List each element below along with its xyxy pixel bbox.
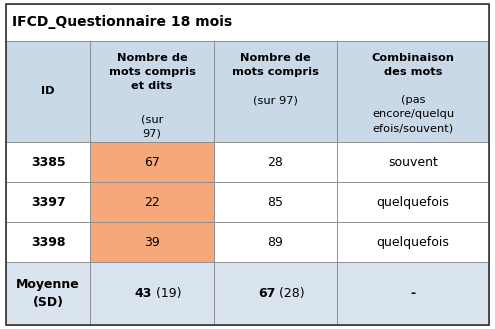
Bar [337,263,489,325]
Text: 67: 67 [144,156,160,168]
Text: Nombre de
mots compris: Nombre de mots compris [232,53,319,77]
Text: 39: 39 [144,236,160,249]
Text: 3398: 3398 [31,236,65,249]
Text: ID: ID [42,87,55,96]
Bar [91,41,214,142]
Text: souvent: souvent [388,156,438,168]
Bar [214,41,337,142]
Bar [337,142,489,182]
Text: 85: 85 [267,196,283,209]
Bar [91,263,214,325]
Text: quelquefois: quelquefois [377,236,449,249]
Text: 89: 89 [267,236,283,249]
Text: -: - [410,287,415,300]
Bar [337,222,489,263]
Text: Combinaison
des mots: Combinaison des mots [371,53,454,77]
Bar [91,142,214,182]
Bar [6,142,91,182]
Bar [91,182,214,222]
Text: (pas
encore/quelqu
efois/souvent): (pas encore/quelqu efois/souvent) [372,95,454,133]
Text: Nombre de
mots compris
et dits: Nombre de mots compris et dits [108,53,196,90]
Text: IFCD_Questionnaire 18 mois: IFCD_Questionnaire 18 mois [12,15,232,29]
Bar [6,182,91,222]
Bar [214,263,337,325]
Bar [214,222,337,263]
Bar [6,222,91,263]
Bar [214,182,337,222]
Text: 28: 28 [267,156,283,168]
Text: 3397: 3397 [31,196,65,209]
Text: (sur 97): (sur 97) [253,95,297,105]
Bar [214,142,337,182]
Text: (19): (19) [152,287,182,300]
Bar [337,41,489,142]
Bar [337,182,489,222]
Text: 3385: 3385 [31,156,65,168]
Text: 43: 43 [135,287,152,300]
Bar [6,4,489,41]
Text: (sur
97): (sur 97) [141,115,163,139]
Text: 22: 22 [144,196,160,209]
Text: 67: 67 [258,287,275,300]
Text: quelquefois: quelquefois [377,196,449,209]
Bar [91,222,214,263]
Bar [6,263,91,325]
Text: Moyenne
(SD): Moyenne (SD) [16,278,80,309]
Bar [6,41,91,142]
Text: (28): (28) [275,287,305,300]
